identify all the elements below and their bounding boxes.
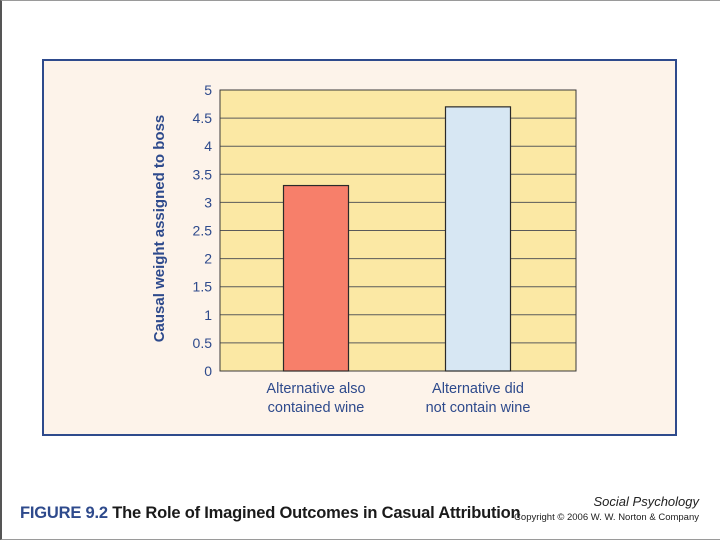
y-tick-label: 5 bbox=[204, 82, 212, 98]
figure-caption: FIGURE 9.2 The Role of Imagined Outcomes… bbox=[20, 504, 521, 523]
y-tick-label: 0.5 bbox=[193, 335, 213, 351]
y-tick-label: 1 bbox=[204, 307, 212, 323]
x-tick-label: Alternative also bbox=[266, 381, 365, 397]
bar-chart: 0 0.5 1 1.5 2 2.5 3 3.5 4 4.5 5 Alternative also con… bbox=[151, 82, 577, 416]
figure-title: The Role of Imagined Outcomes in Casual … bbox=[112, 504, 521, 522]
y-tick-label: 3.5 bbox=[193, 166, 213, 182]
plot-frame bbox=[219, 89, 577, 372]
book-title: Social Psychology bbox=[593, 494, 700, 509]
y-tick-label: 4.5 bbox=[193, 110, 213, 126]
y-tick-label: 2.5 bbox=[193, 223, 213, 239]
y-tick-label: 4 bbox=[204, 138, 212, 154]
figure-number: FIGURE 9.2 bbox=[20, 504, 108, 522]
figure-panel: 0 0.5 1 1.5 2 2.5 3 3.5 4 4.5 5 Alternative also con… bbox=[42, 59, 677, 436]
x-tick-label: Alternative did bbox=[432, 381, 524, 397]
copyright-notice: Copyright © 2006 W. W. Norton & Company bbox=[514, 512, 699, 523]
y-tick-label: 3 bbox=[204, 194, 212, 210]
bar bbox=[444, 106, 512, 372]
x-tick-label: not contain wine bbox=[426, 400, 531, 416]
x-tick-label: contained wine bbox=[268, 400, 365, 416]
y-tick-label: 2 bbox=[204, 251, 212, 267]
y-axis-label: Causal weight assigned to boss bbox=[151, 115, 168, 343]
y-tick-label: 1.5 bbox=[193, 279, 213, 295]
bar bbox=[282, 184, 350, 372]
y-tick-label: 0 bbox=[204, 363, 212, 379]
